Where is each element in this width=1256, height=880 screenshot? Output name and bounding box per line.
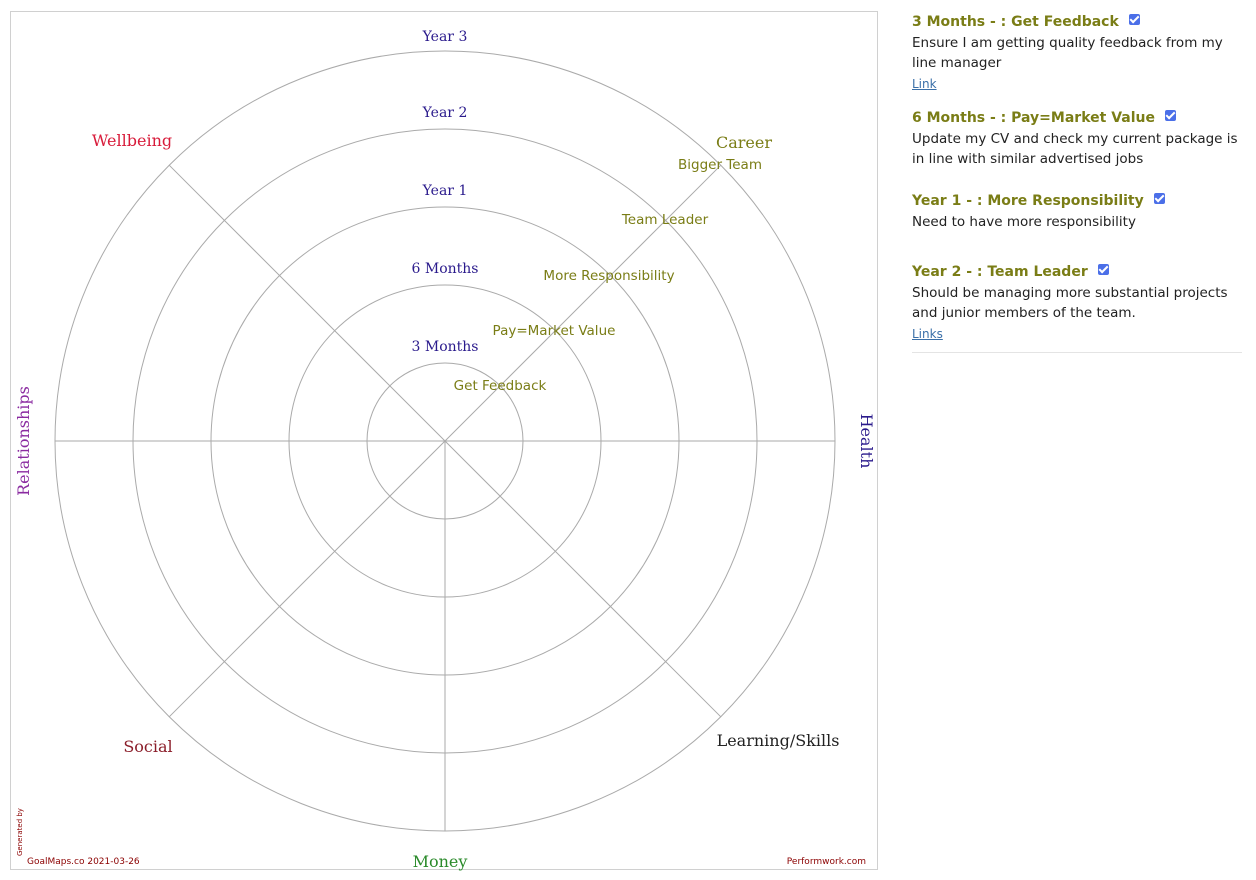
goal-map-frame: Career Health Learning/Skills Money Soci… (10, 11, 878, 871)
spoke-social (168, 440, 446, 718)
spoke-learning (444, 440, 722, 718)
footer-source: GoalMaps.co 2021-03-26 (27, 857, 140, 867)
ring-label-3-months: 3 Months (412, 339, 479, 355)
goal-item: Year 2 - : Team Leader Should be managin… (912, 262, 1242, 342)
goal-description: Should be managing more substantial proj… (912, 285, 1228, 321)
goal-marker-pay-market-value[interactable]: Pay=Market Value (493, 323, 616, 339)
generated-by-label: Generated by (16, 808, 24, 856)
goal-item: 6 Months - : Pay=Market Value Update my … (912, 108, 1242, 169)
goal-item: Year 1 - : More Responsibility Need to h… (912, 191, 1242, 232)
category-learning-skills[interactable]: Learning/Skills (717, 731, 840, 750)
category-social[interactable]: Social (123, 737, 172, 756)
checkbox-checked-icon[interactable] (1097, 264, 1109, 275)
spoke-wellbeing (168, 164, 446, 442)
ring-label-6-months: 6 Months (412, 261, 479, 277)
checkbox-checked-icon[interactable] (1153, 193, 1165, 204)
category-money[interactable]: Money (413, 852, 468, 871)
goal-title[interactable]: Year 2 - : Team Leader (912, 264, 1088, 280)
category-wellbeing[interactable]: Wellbeing (92, 131, 172, 150)
goal-title[interactable]: 6 Months - : Pay=Market Value (912, 110, 1155, 126)
checkbox-checked-icon[interactable] (1164, 110, 1176, 121)
footer-brand[interactable]: Performwork.com (787, 857, 866, 867)
goal-marker-team-leader[interactable]: Team Leader (621, 212, 709, 228)
goal-link[interactable]: Link (912, 77, 937, 91)
spoke-career (444, 164, 722, 442)
checkbox-checked-icon[interactable] (1128, 14, 1140, 25)
goal-title[interactable]: 3 Months - : Get Feedback (912, 14, 1119, 30)
ring-label-year-3: Year 3 (422, 29, 468, 45)
goal-marker-bigger-team[interactable]: Bigger Team (678, 157, 762, 173)
goal-link[interactable]: Links (912, 327, 943, 341)
goal-description: Ensure I am getting quality feedback fro… (912, 35, 1223, 71)
goal-marker-more-responsibility[interactable]: More Responsibility (543, 268, 674, 284)
ring-label-year-2: Year 2 (422, 105, 468, 121)
category-career[interactable]: Career (716, 133, 772, 152)
goal-item: 3 Months - : Get Feedback Ensure I am ge… (912, 12, 1242, 92)
panel-divider (912, 352, 1242, 353)
goal-description: Need to have more responsibility (912, 214, 1136, 230)
goal-map-chart: Career Health Learning/Skills Money Soci… (14, 29, 876, 871)
goal-description: Update my CV and check my current packag… (912, 131, 1238, 167)
category-health[interactable]: Health (857, 414, 876, 469)
goal-list-panel: 3 Months - : Get Feedback Ensure I am ge… (912, 12, 1242, 353)
goal-marker-get-feedback[interactable]: Get Feedback (454, 378, 547, 394)
goal-title[interactable]: Year 1 - : More Responsibility (912, 193, 1144, 209)
ring-label-year-1: Year 1 (422, 183, 468, 199)
category-relationships[interactable]: Relationships (14, 386, 33, 496)
